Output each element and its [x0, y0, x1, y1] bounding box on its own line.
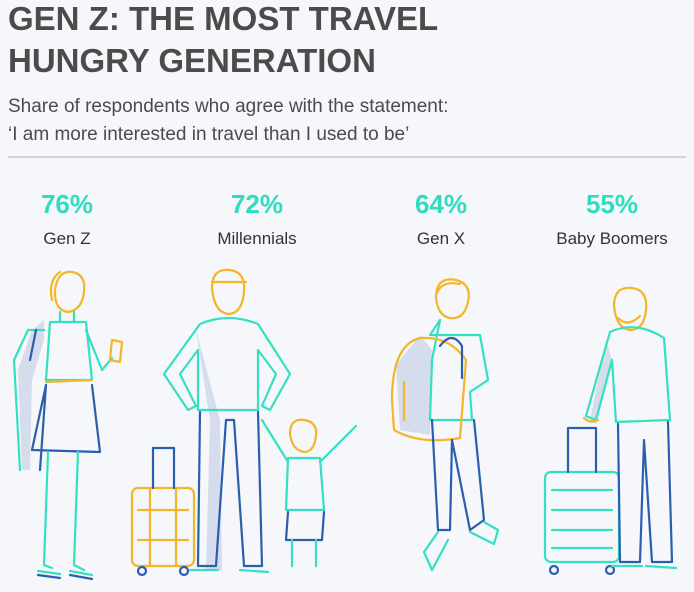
illustration-stroke — [428, 318, 490, 422]
illustration-stroke — [582, 416, 600, 423]
illustration-stroke — [590, 340, 612, 424]
illustration-stroke — [604, 564, 616, 576]
illustration-stroke — [49, 270, 86, 314]
illustration-stroke — [610, 564, 678, 570]
illustration-stroke — [28, 328, 102, 472]
illustration-stroke — [136, 565, 148, 577]
illustration-stroke — [196, 410, 264, 568]
label: Millennials — [217, 229, 296, 248]
illustration-stroke — [18, 320, 44, 470]
illustration-stroke — [566, 426, 598, 474]
label: Gen Z — [43, 229, 90, 248]
illustration-stroke — [188, 568, 270, 574]
illustration-stroke — [290, 538, 318, 568]
gen-z-figure — [12, 270, 124, 581]
items: 76% Gen Z 72% Millennials 64% Gen X 55% Baby Bo… — [41, 189, 668, 248]
illustration-stroke — [430, 336, 486, 532]
label: Gen X — [417, 229, 465, 248]
illustration-stroke — [196, 330, 222, 570]
illustration-stroke — [584, 326, 672, 424]
illustration-stroke — [44, 338, 124, 384]
title-line: GEN Z: THE MOST TRAVEL — [8, 0, 438, 37]
illustration-stroke — [390, 336, 468, 442]
illustration-stroke — [422, 520, 500, 572]
illustration-stroke — [616, 420, 674, 564]
subtitle-line: ‘I am more interested in travel than I u… — [8, 124, 409, 145]
illustration-stroke — [136, 486, 190, 567]
value: 72% — [231, 189, 283, 219]
illustration-stroke — [284, 510, 326, 542]
value: 55% — [586, 189, 638, 219]
illustration-stroke — [151, 446, 176, 490]
label: Baby Boomers — [556, 229, 668, 248]
illustration-stroke — [162, 316, 292, 412]
gen-x-figure — [390, 278, 500, 572]
illustration-stroke — [130, 486, 196, 568]
value: 64% — [415, 189, 467, 219]
title-line: HUNGRY GENERATION — [8, 42, 376, 79]
millennials-figure — [130, 268, 358, 577]
illustration-stroke — [36, 450, 94, 577]
illustration-stroke — [260, 418, 358, 512]
subtitle-line: Share of respondents who agree with the … — [8, 96, 448, 117]
illustration-stroke — [434, 278, 470, 320]
value: 76% — [41, 189, 93, 219]
illustration-stroke — [288, 418, 318, 454]
illustration-stroke — [548, 564, 560, 576]
illustration-stroke — [210, 268, 248, 316]
illustration-stroke — [36, 573, 94, 581]
illustration-stroke — [550, 488, 614, 550]
baby-boomers-figure — [543, 286, 678, 576]
illustration-stroke — [178, 565, 190, 577]
